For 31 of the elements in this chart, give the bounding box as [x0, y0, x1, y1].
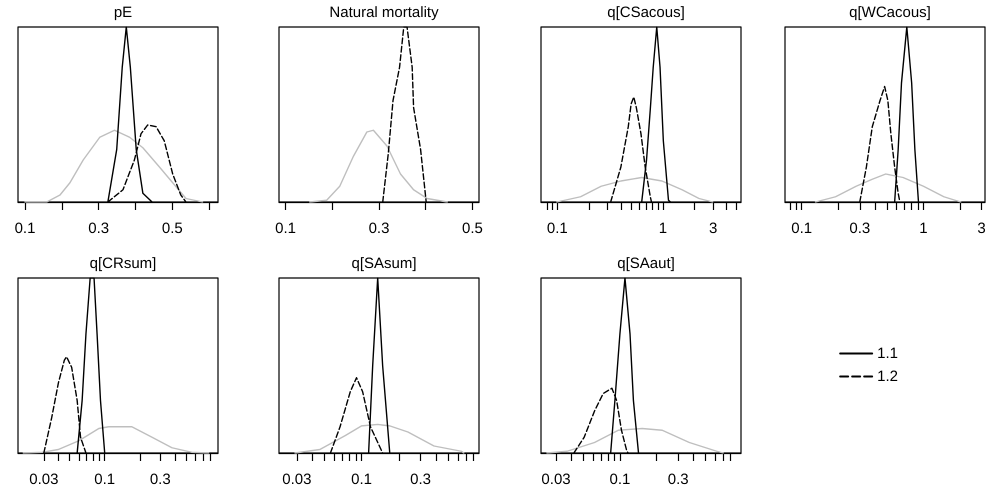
x-tick-label: 0.5: [162, 220, 183, 237]
legend-label: 1.2: [877, 368, 898, 385]
x-tick-label: 0.1: [609, 471, 630, 488]
x-tick-label: 3: [977, 220, 986, 237]
x-tick-label: 0.03: [541, 471, 571, 488]
chart-title: q[SAaut]: [617, 255, 675, 272]
chart-title: q[SAsum]: [351, 255, 417, 272]
x-tick-label: 0.3: [668, 471, 689, 488]
x-tick-label: 0.3: [410, 471, 432, 488]
x-tick-label: 1: [919, 220, 928, 237]
x-tick-label: 0.3: [368, 220, 390, 237]
chart-title: q[CSacous]: [607, 4, 685, 21]
x-tick-label: 0.1: [351, 471, 372, 488]
x-tick-label: 0.1: [14, 220, 36, 237]
chart-title: q[WCacous]: [849, 4, 931, 21]
chart-title: q[CRsum]: [90, 255, 156, 272]
x-tick-label: 3: [709, 220, 718, 237]
x-tick-label: 0.03: [29, 471, 58, 488]
x-tick-label: 0.1: [791, 220, 812, 237]
x-tick-label: 0.03: [282, 471, 312, 488]
x-tick-label: 0.1: [275, 220, 296, 237]
chart-title: Natural mortality: [329, 4, 440, 21]
x-tick-label: 0.3: [849, 220, 870, 237]
x-tick-label: 0.3: [88, 220, 110, 237]
x-tick-label: 0.1: [94, 471, 116, 488]
x-tick-label: 0.3: [150, 471, 171, 488]
x-tick-label: 1: [658, 220, 668, 237]
x-tick-label: 0.1: [546, 220, 568, 237]
x-tick-label: 0.5: [462, 220, 483, 237]
legend-label: 1.1: [877, 345, 898, 362]
chart-title: pE: [114, 4, 132, 21]
